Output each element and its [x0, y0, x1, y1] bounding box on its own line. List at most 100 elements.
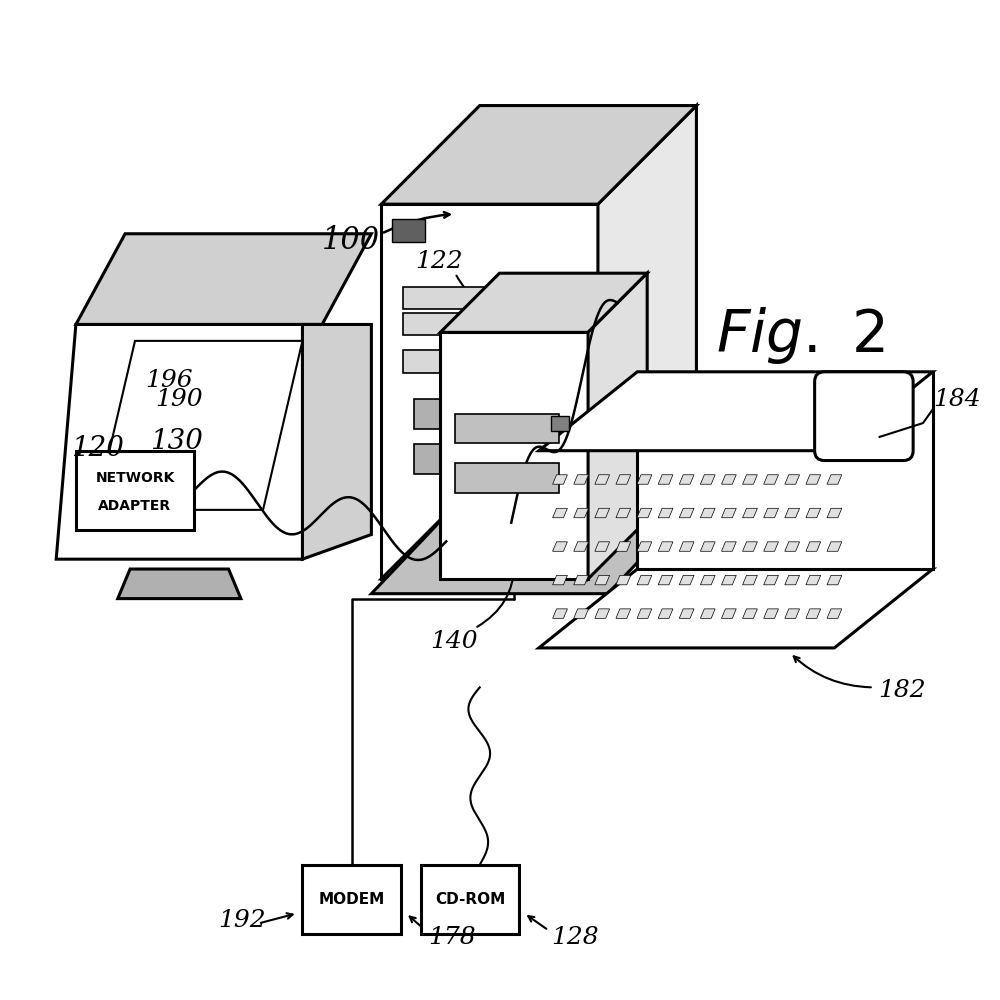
Polygon shape — [700, 508, 715, 518]
Polygon shape — [827, 475, 842, 484]
Text: 196: 196 — [145, 369, 192, 392]
Polygon shape — [700, 575, 715, 585]
Text: 192: 192 — [219, 909, 266, 932]
Polygon shape — [785, 508, 800, 518]
Polygon shape — [616, 508, 631, 518]
Polygon shape — [118, 569, 241, 599]
Polygon shape — [764, 475, 778, 484]
Polygon shape — [785, 609, 800, 618]
Polygon shape — [743, 609, 757, 618]
FancyBboxPatch shape — [421, 865, 519, 934]
Polygon shape — [371, 490, 706, 594]
FancyBboxPatch shape — [302, 865, 401, 934]
Polygon shape — [679, 575, 694, 585]
Polygon shape — [785, 475, 800, 484]
Polygon shape — [553, 508, 567, 518]
Text: $\it{Fig.\ 2}$: $\it{Fig.\ 2}$ — [716, 305, 885, 366]
Polygon shape — [574, 609, 589, 618]
Polygon shape — [595, 542, 610, 551]
Polygon shape — [700, 542, 715, 551]
Text: 130: 130 — [150, 428, 203, 455]
Polygon shape — [595, 575, 610, 585]
Text: 182: 182 — [879, 679, 926, 702]
Polygon shape — [679, 542, 694, 551]
Polygon shape — [574, 542, 589, 551]
Polygon shape — [637, 609, 652, 618]
Text: 100: 100 — [322, 225, 380, 256]
Polygon shape — [658, 542, 673, 551]
Bar — [598, 362, 627, 549]
Polygon shape — [553, 575, 567, 585]
Text: 122: 122 — [416, 250, 463, 273]
Polygon shape — [588, 273, 647, 579]
Polygon shape — [658, 609, 673, 618]
FancyBboxPatch shape — [455, 414, 559, 443]
Polygon shape — [658, 508, 673, 518]
Polygon shape — [637, 508, 652, 518]
Polygon shape — [679, 508, 694, 518]
FancyBboxPatch shape — [392, 219, 425, 242]
Polygon shape — [637, 575, 652, 585]
Text: 184: 184 — [933, 388, 980, 411]
Polygon shape — [381, 480, 696, 579]
FancyBboxPatch shape — [414, 399, 533, 429]
FancyBboxPatch shape — [455, 463, 559, 493]
Polygon shape — [764, 575, 778, 585]
Polygon shape — [743, 575, 757, 585]
Polygon shape — [440, 273, 647, 332]
Polygon shape — [637, 372, 933, 569]
Text: 190: 190 — [156, 388, 203, 411]
Polygon shape — [827, 609, 842, 618]
Polygon shape — [598, 106, 696, 579]
FancyBboxPatch shape — [403, 313, 533, 335]
Polygon shape — [743, 475, 757, 484]
Text: ADAPTER: ADAPTER — [98, 499, 172, 513]
Polygon shape — [658, 575, 673, 585]
Polygon shape — [721, 475, 736, 484]
Polygon shape — [721, 575, 736, 585]
Polygon shape — [764, 508, 778, 518]
Polygon shape — [616, 609, 631, 618]
Polygon shape — [616, 475, 631, 484]
Polygon shape — [553, 542, 567, 551]
Polygon shape — [785, 542, 800, 551]
Polygon shape — [806, 508, 821, 518]
FancyBboxPatch shape — [551, 416, 569, 431]
Polygon shape — [806, 542, 821, 551]
Polygon shape — [637, 542, 652, 551]
Polygon shape — [658, 475, 673, 484]
Text: NETWORK: NETWORK — [95, 471, 175, 485]
Polygon shape — [56, 324, 322, 559]
Polygon shape — [553, 475, 567, 484]
FancyBboxPatch shape — [414, 444, 533, 474]
Polygon shape — [700, 475, 715, 484]
FancyBboxPatch shape — [403, 350, 533, 373]
Polygon shape — [806, 609, 821, 618]
Text: 120: 120 — [71, 435, 124, 462]
Polygon shape — [574, 475, 589, 484]
Polygon shape — [764, 609, 778, 618]
FancyBboxPatch shape — [76, 451, 194, 530]
Text: MODEM: MODEM — [319, 892, 385, 907]
Polygon shape — [595, 609, 610, 618]
Polygon shape — [743, 508, 757, 518]
FancyBboxPatch shape — [403, 287, 533, 309]
Polygon shape — [595, 475, 610, 484]
Text: 140: 140 — [430, 630, 478, 653]
Polygon shape — [616, 575, 631, 585]
Text: 178: 178 — [429, 926, 476, 949]
Polygon shape — [616, 542, 631, 551]
Polygon shape — [302, 324, 371, 559]
Polygon shape — [700, 609, 715, 618]
Polygon shape — [381, 106, 696, 204]
Polygon shape — [806, 575, 821, 585]
Polygon shape — [539, 569, 933, 648]
Polygon shape — [381, 204, 598, 579]
Polygon shape — [785, 575, 800, 585]
FancyBboxPatch shape — [815, 372, 913, 461]
Polygon shape — [595, 508, 610, 518]
Polygon shape — [637, 475, 652, 484]
Polygon shape — [721, 609, 736, 618]
Polygon shape — [827, 508, 842, 518]
Polygon shape — [96, 341, 302, 510]
